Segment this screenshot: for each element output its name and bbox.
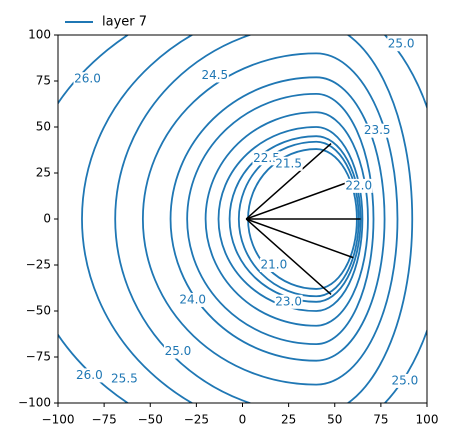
contour-label-bg — [178, 292, 207, 307]
y-tick-label: 50 — [36, 120, 51, 134]
contour-label-bg — [73, 72, 102, 87]
contour-label: 25.5 — [111, 372, 138, 386]
contour-label-bg — [274, 294, 303, 309]
contour-label-bg — [390, 373, 419, 388]
y-tick-label: 100 — [28, 28, 51, 42]
contour-label: 22.5 — [253, 151, 280, 165]
y-tick-label: 0 — [43, 212, 51, 226]
contour-label: 21.0 — [261, 258, 288, 272]
y-tick-label: −100 — [18, 396, 51, 410]
y-tick-label: 75 — [36, 74, 51, 88]
contour-line — [114, 35, 414, 403]
x-tick-label: 0 — [239, 413, 247, 427]
y-tick-label: −50 — [26, 304, 51, 318]
x-tick-label: −100 — [42, 413, 75, 427]
segment — [245, 218, 354, 259]
contour-label: 26.0 — [76, 368, 103, 382]
contour-label: 22.0 — [345, 178, 372, 192]
contour-label-bg — [200, 68, 229, 83]
x-tick-label: −50 — [138, 413, 163, 427]
x-tick-label: −75 — [91, 413, 116, 427]
x-tick-label: −25 — [184, 413, 209, 427]
contour-label-bg — [163, 344, 192, 359]
contour-label: 25.0 — [388, 37, 415, 51]
x-tick-label: 50 — [327, 413, 342, 427]
x-tick-label: 25 — [281, 413, 296, 427]
x-tick-label: 75 — [373, 413, 388, 427]
contour-line — [186, 92, 375, 346]
contour-label-bg — [259, 258, 288, 272]
contour-line — [217, 126, 364, 312]
contour-label: 26.0 — [74, 72, 101, 86]
contour-label-bg — [363, 123, 392, 138]
y-tick-label: 25 — [36, 166, 51, 180]
contour-label-bg — [274, 156, 303, 171]
contour-label: 21.5 — [275, 156, 302, 170]
contour-label: 23.0 — [275, 294, 302, 308]
contour-line — [169, 76, 386, 362]
contour-label-bg — [387, 37, 416, 52]
y-tick-label: −75 — [26, 350, 51, 364]
contour-label: 25.0 — [392, 373, 419, 387]
contour-label-bg — [252, 151, 281, 166]
segment — [245, 218, 332, 296]
contour-label: 23.5 — [364, 123, 391, 137]
contour-line — [204, 111, 369, 327]
y-tick-label: −25 — [26, 258, 51, 272]
contour-label: 24.5 — [201, 68, 228, 82]
x-tick-label: 100 — [416, 413, 439, 427]
segment — [245, 142, 332, 220]
plot-area: 26.0 26.0 25.5 25.0 25.0 25.0 24.5 24.0 23.5 23.0… — [58, 35, 427, 403]
axes-frame — [57, 34, 428, 404]
contour-line — [141, 52, 399, 386]
contour-label-bg — [75, 368, 104, 383]
contour-label: 25.0 — [165, 344, 192, 358]
contour-label-bg — [110, 372, 139, 387]
legend-label: layer 7 — [102, 15, 147, 30]
contour-label-bg — [344, 178, 373, 193]
contour-label: 24.0 — [179, 292, 206, 306]
segment — [245, 179, 354, 220]
